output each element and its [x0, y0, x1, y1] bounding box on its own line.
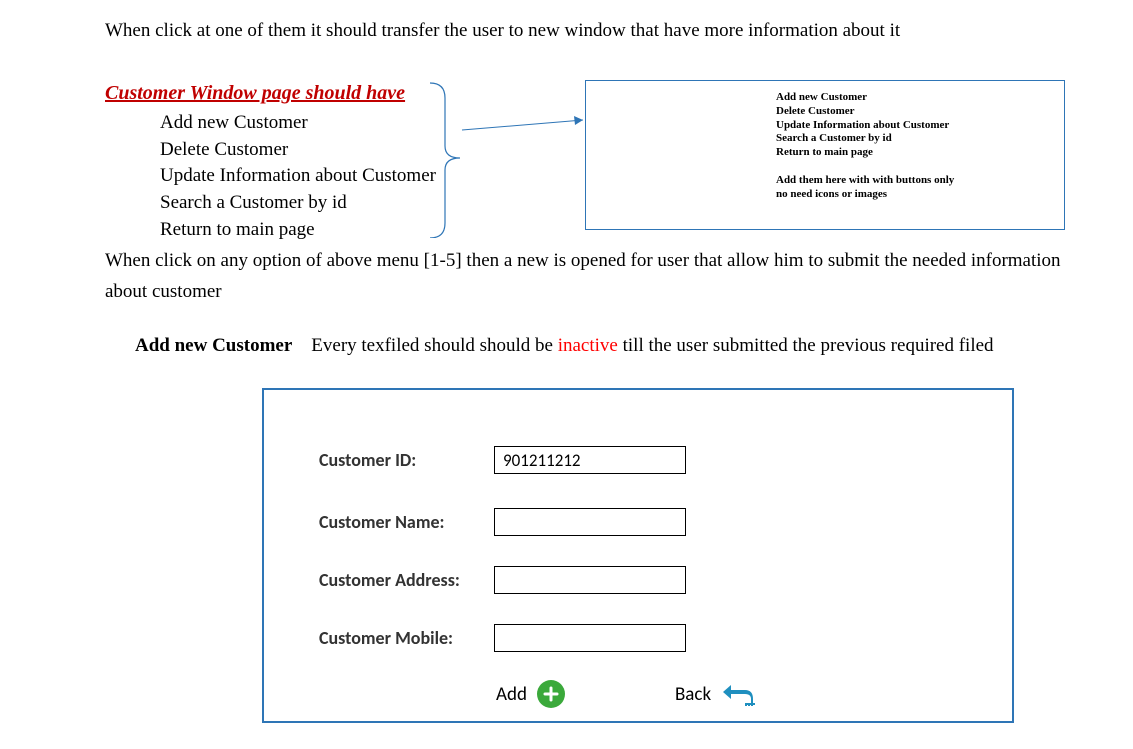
add-suffix: till the user submitted the previous req…: [618, 335, 994, 356]
intro-text: When click at one of them it should tran…: [105, 20, 1133, 42]
document-page: When click at one of them it should tran…: [0, 0, 1133, 749]
callout-note: no need icons or images: [776, 188, 1054, 202]
label-customer-address: Customer Address:: [319, 569, 494, 591]
callout-item: Update Information about Customer: [776, 119, 1054, 133]
input-customer-address[interactable]: [494, 566, 686, 594]
input-customer-id[interactable]: [494, 446, 686, 474]
add-button[interactable]: Add: [496, 680, 565, 708]
input-customer-name[interactable]: [494, 508, 686, 536]
callout-item: Search a Customer by id: [776, 132, 1054, 146]
callout-item: Add new Customer: [776, 91, 1054, 105]
add-button-label: Add: [496, 683, 527, 706]
callout-note: Add them here with with buttons only: [776, 174, 1054, 188]
form-row-customer-id: Customer ID:: [319, 446, 686, 474]
callout-box: Add new Customer Delete Customer Update …: [585, 80, 1065, 230]
plus-icon: [537, 680, 565, 708]
label-customer-mobile: Customer Mobile:: [319, 627, 494, 649]
form-row-customer-address: Customer Address:: [319, 566, 686, 594]
back-button-label: Back: [675, 683, 711, 706]
form-row-customer-mobile: Customer Mobile:: [319, 624, 686, 652]
add-middle: Every texfiled should should be: [292, 335, 557, 356]
add-new-customer-line: Add new Customer Every texfiled should s…: [135, 335, 1133, 357]
add-prefix: Add new Customer: [135, 335, 292, 356]
label-customer-name: Customer Name:: [319, 511, 494, 533]
add-customer-form: Customer ID: Customer Name: Customer Add…: [262, 388, 1014, 723]
click-paragraph: When click on any option of above menu […: [105, 246, 1103, 307]
input-customer-mobile[interactable]: [494, 624, 686, 652]
inactive-word: inactive: [558, 335, 618, 356]
callout-item: Return to main page: [776, 146, 1054, 160]
callout-item: Delete Customer: [776, 105, 1054, 119]
button-row: Add Back: [496, 680, 757, 708]
label-customer-id: Customer ID:: [319, 449, 494, 471]
back-arrow-icon: [721, 681, 757, 707]
back-button[interactable]: Back: [675, 681, 757, 707]
form-row-customer-name: Customer Name:: [319, 508, 686, 536]
